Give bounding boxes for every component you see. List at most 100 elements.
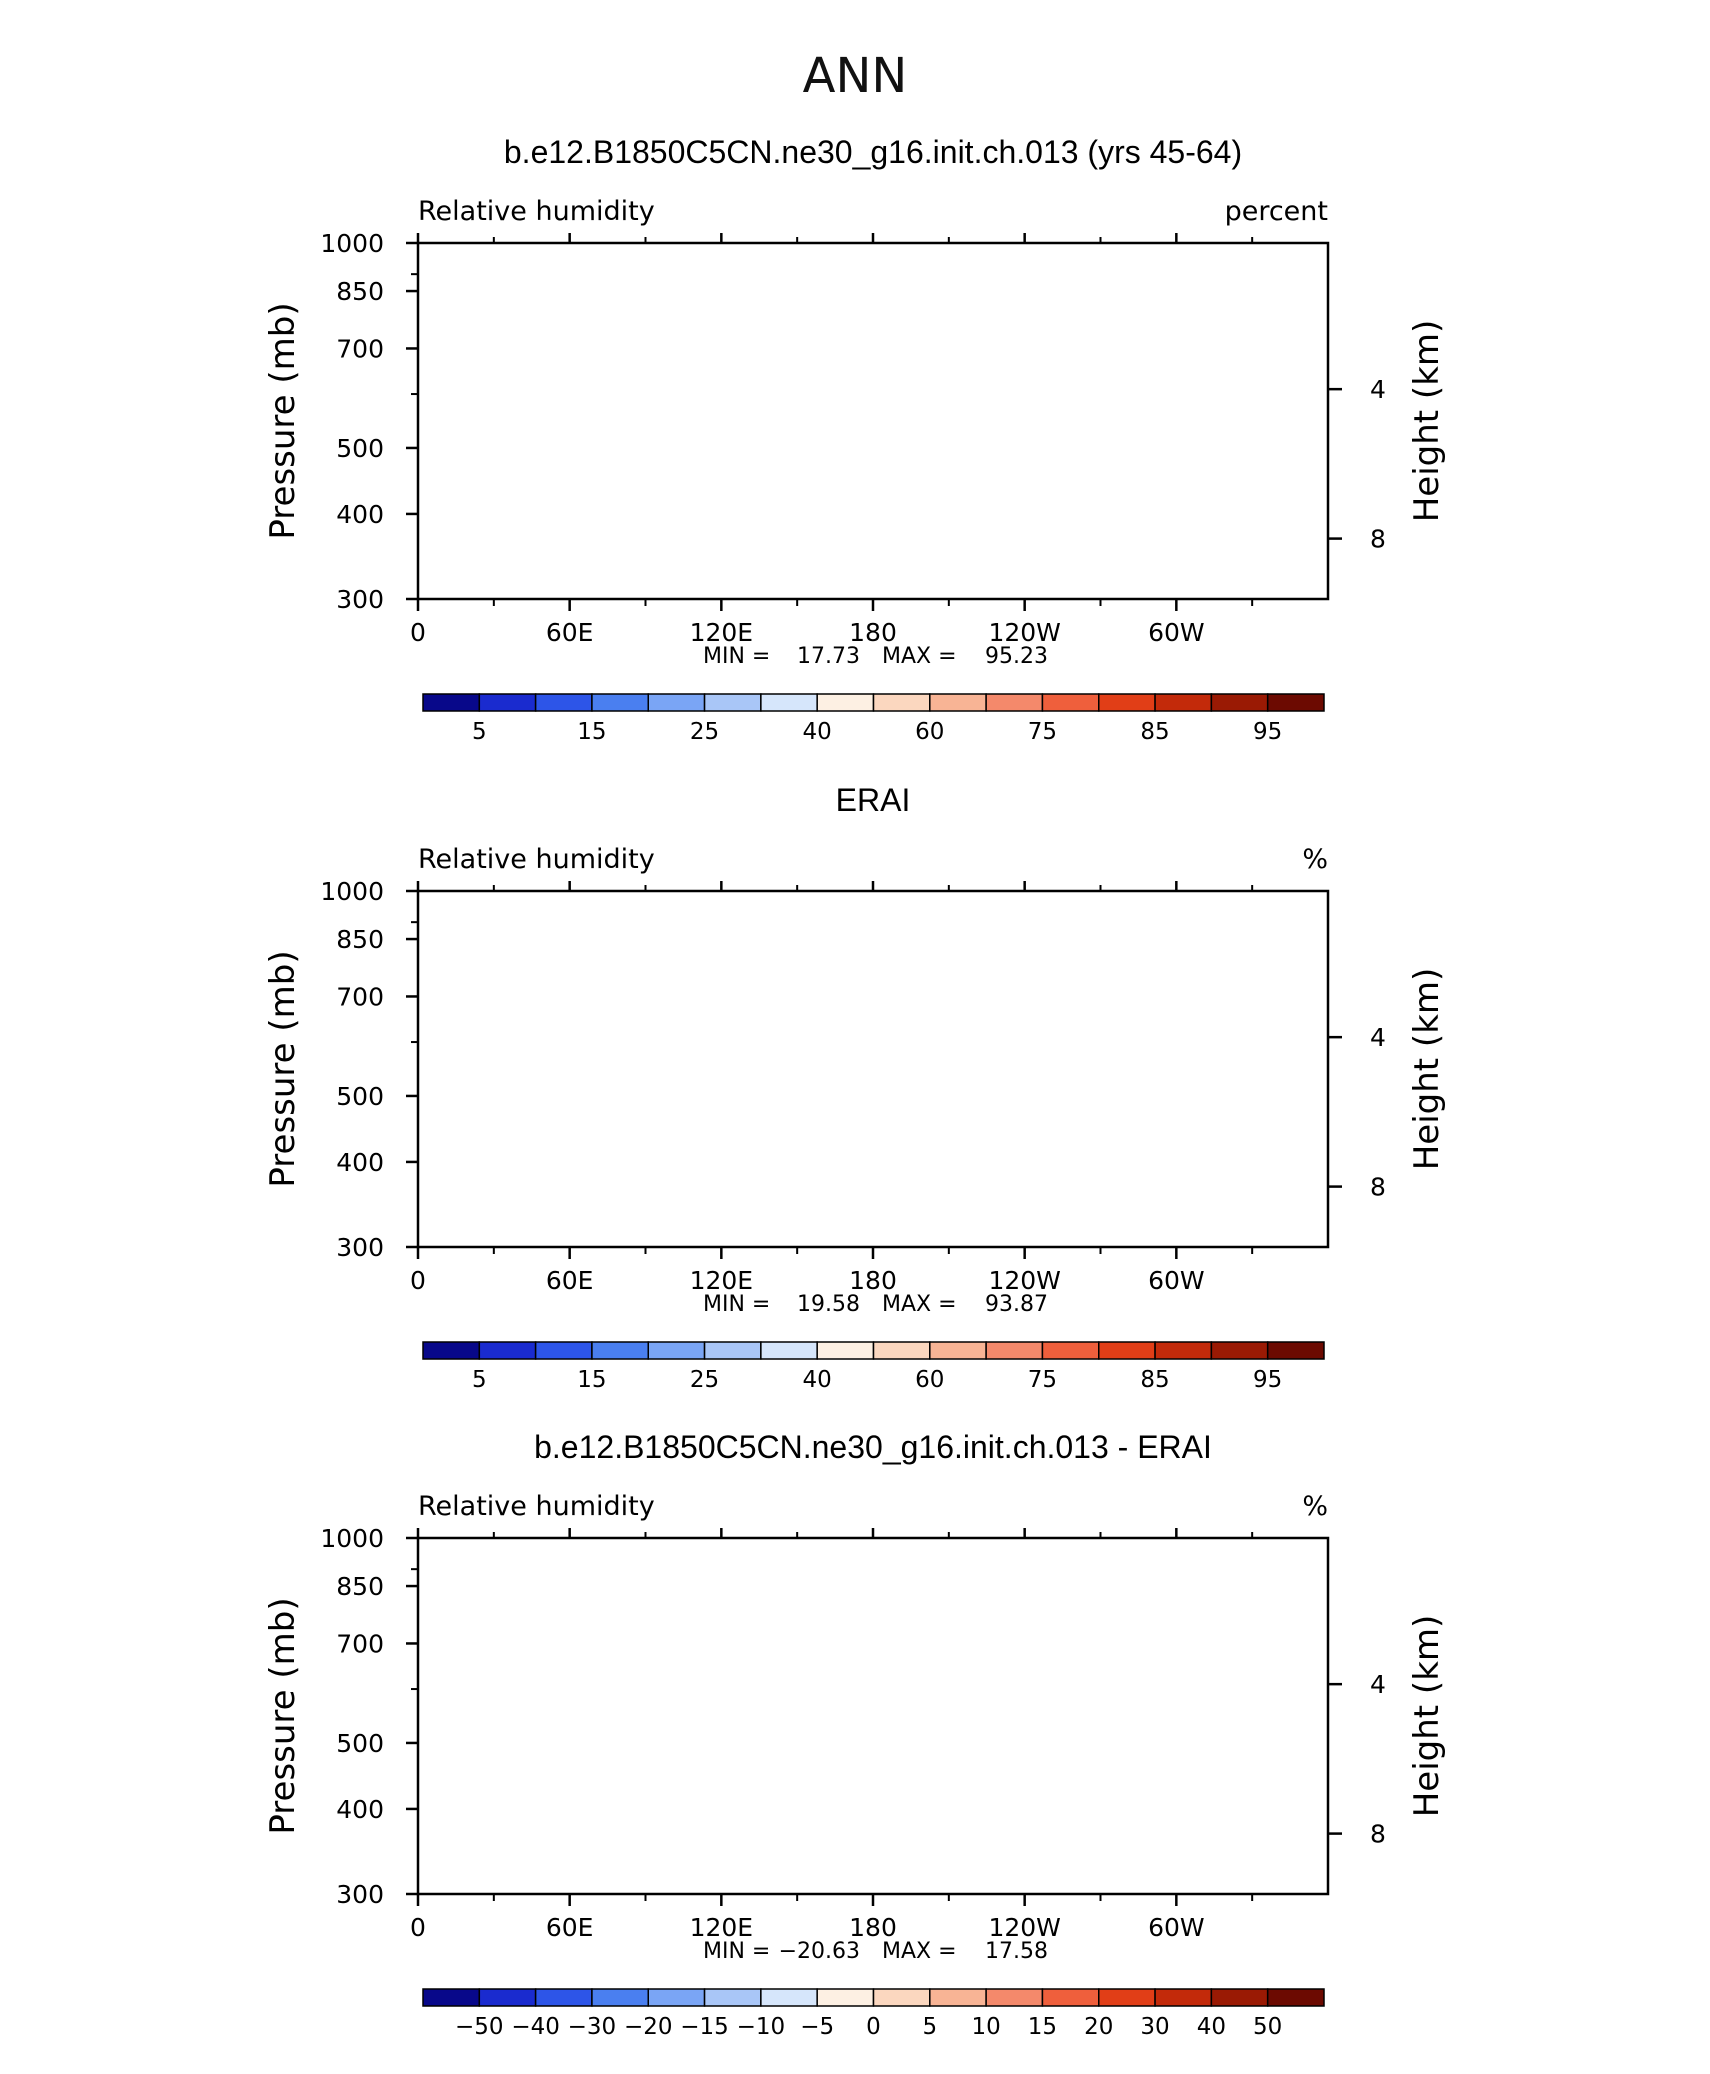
colorbar-cell xyxy=(591,693,649,712)
colorbar-cell xyxy=(985,1988,1044,2007)
max-label: MAX = xyxy=(882,1939,957,1964)
colorbar-label: 5 xyxy=(472,1367,487,1393)
colorbar-label: 25 xyxy=(690,1367,719,1393)
colorbar-cell xyxy=(422,693,481,712)
colorbar-cell xyxy=(816,693,875,712)
y-axis-label-right: Height (km) xyxy=(1407,320,1447,523)
x-tick-label: 0 xyxy=(410,618,426,647)
colorbar-cell xyxy=(985,693,1044,712)
colorbar-label: 85 xyxy=(1140,719,1169,745)
height-tick-label: 4 xyxy=(1370,1023,1386,1052)
panel-title: b.e12.B1850C5CN.ne30_g16.init.ch.013 - E… xyxy=(534,1429,1212,1465)
y-tick-label: 1000 xyxy=(320,877,384,906)
colorbar-cell xyxy=(929,1341,987,1360)
x-tick-label: 60W xyxy=(1148,618,1205,647)
y-axis-label-right: Height (km) xyxy=(1407,968,1447,1171)
x-tick-label: 60E xyxy=(546,1913,594,1942)
y-tick-label: 700 xyxy=(336,334,384,363)
colorbar-cell xyxy=(703,693,762,712)
y-tick-label: 1000 xyxy=(320,229,384,258)
colorbar-cell xyxy=(760,1988,818,2007)
colorbar-cell xyxy=(929,1988,987,2007)
colorbar-cell xyxy=(534,693,593,712)
y-tick-label: 500 xyxy=(336,434,384,463)
colorbar-cell xyxy=(1210,693,1269,712)
height-tick-label: 8 xyxy=(1370,1820,1386,1849)
page-title: ANN xyxy=(803,48,908,104)
variable-label: Relative humidity xyxy=(418,196,655,227)
colorbar-label: 20 xyxy=(1084,2014,1113,2040)
y-tick-label: 400 xyxy=(336,500,384,529)
colorbar-cell xyxy=(1041,1988,1100,2007)
colorbar-cell xyxy=(478,1341,537,1360)
y-tick-label: 300 xyxy=(336,585,384,614)
colorbar-label: −50 xyxy=(455,2014,504,2040)
y-tick-label: 850 xyxy=(336,925,384,954)
colorbar-label: 75 xyxy=(1028,1367,1057,1393)
y-tick-label: 500 xyxy=(336,1082,384,1111)
colorbar-label: 95 xyxy=(1253,719,1282,745)
max-label: MAX = xyxy=(882,1292,957,1317)
colorbar-label: −15 xyxy=(680,2014,729,2040)
y-tick-label: 850 xyxy=(336,277,384,306)
y-tick-label: 700 xyxy=(336,1629,384,1658)
x-tick-label: 120E xyxy=(690,1913,754,1942)
x-tick-label: 60W xyxy=(1148,1266,1205,1295)
colorbar-cell xyxy=(760,693,818,712)
colorbar-cell xyxy=(760,1341,818,1360)
colorbar-label: −5 xyxy=(800,2014,834,2040)
y-tick-label: 400 xyxy=(336,1795,384,1824)
min-label: MIN = xyxy=(703,644,770,669)
colorbar-cell xyxy=(1098,1341,1156,1360)
colorbar-cell xyxy=(1154,1341,1213,1360)
x-tick-label: 180 xyxy=(849,618,897,647)
units-label: % xyxy=(1302,1491,1328,1522)
colorbar-cell xyxy=(591,1988,649,2007)
y-tick-label: 300 xyxy=(336,1233,384,1262)
colorbar-cell xyxy=(422,1988,481,2007)
colorbar-cell xyxy=(816,1988,875,2007)
y-axis-label: Pressure (mb) xyxy=(263,302,303,539)
colorbar-label: 30 xyxy=(1140,2014,1169,2040)
colorbar: −50 −40 −30 −20 −15 −10 −5 0 5 10 15 20 30 40 50 xyxy=(422,1988,1325,2040)
colorbar-label: 15 xyxy=(577,719,606,745)
colorbar-cell xyxy=(929,693,987,712)
colorbar-cell xyxy=(1210,1341,1269,1360)
colorbar-label: 15 xyxy=(1028,2014,1057,2040)
x-tick-label: 120E xyxy=(690,618,754,647)
min-value: −20.63 xyxy=(779,1939,860,1964)
x-tick-label: 180 xyxy=(849,1913,897,1942)
min-label: MIN = xyxy=(703,1939,770,1964)
colorbar-cell xyxy=(1266,1988,1325,2007)
colorbar: 5 15 25 40 60 75 85 95 xyxy=(422,693,1325,745)
colorbar-cell xyxy=(478,1988,537,2007)
colorbar-label: 15 xyxy=(577,1367,606,1393)
height-tick-label: 4 xyxy=(1370,1670,1386,1699)
height-tick-label: 8 xyxy=(1370,1173,1386,1202)
variable-label: Relative humidity xyxy=(418,844,655,875)
colorbar-cell xyxy=(1098,693,1156,712)
plot-frame xyxy=(416,1536,1330,1896)
panel-1: b.e12.B1850C5CN.ne30_g16.init.ch.013 (yr… xyxy=(263,134,1447,745)
colorbar-cell xyxy=(1266,693,1325,712)
colorbar-label: 5 xyxy=(472,719,487,745)
y-tick-label: 700 xyxy=(336,982,384,1011)
panel-title: ERAI xyxy=(836,782,911,818)
colorbar-label: 60 xyxy=(915,719,944,745)
units-label: percent xyxy=(1225,196,1328,227)
x-tick-label: 60W xyxy=(1148,1913,1205,1942)
colorbar-label: −40 xyxy=(511,2014,560,2040)
x-tick-label: 120W xyxy=(988,1913,1060,1942)
x-tick-label: 120W xyxy=(988,618,1060,647)
colorbar-cell xyxy=(872,693,931,712)
panel-3: b.e12.B1850C5CN.ne30_g16.init.ch.013 - E… xyxy=(263,1429,1447,2040)
colorbar-label: 50 xyxy=(1253,2014,1282,2040)
y-tick-label: 850 xyxy=(336,1572,384,1601)
colorbar-cell xyxy=(1041,1341,1100,1360)
colorbar-label: 40 xyxy=(803,719,832,745)
y-tick-label: 1000 xyxy=(320,1524,384,1553)
x-tick-label: 60E xyxy=(546,1266,594,1295)
colorbar-cell xyxy=(816,1341,875,1360)
